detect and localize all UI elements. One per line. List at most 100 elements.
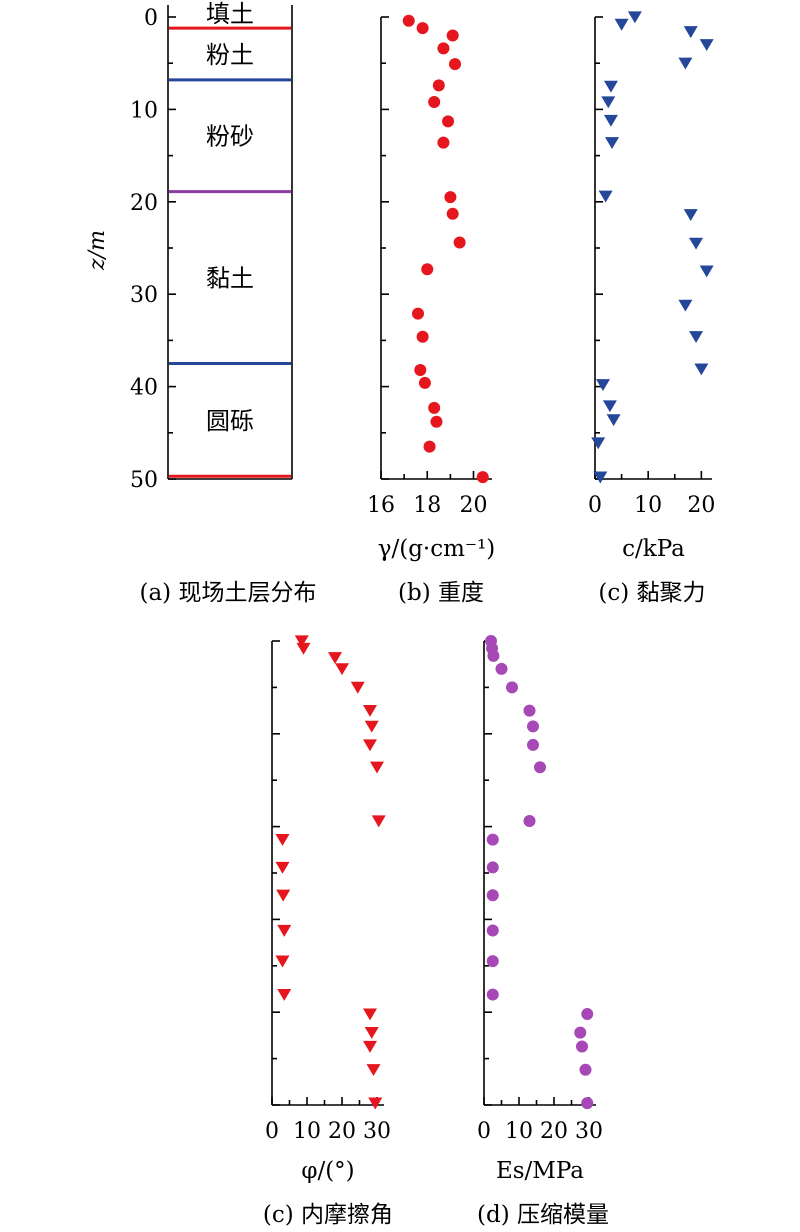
data-point <box>294 635 309 648</box>
data-point <box>275 861 290 874</box>
data-point <box>574 1026 587 1039</box>
data-point <box>446 207 459 220</box>
data-point <box>446 29 459 42</box>
data-point <box>527 720 539 733</box>
data-point <box>444 191 457 204</box>
data-point <box>486 924 499 937</box>
layer-name: 填土 <box>206 0 254 28</box>
data-point <box>416 22 429 35</box>
x-tick-label: 10 <box>505 1119 533 1144</box>
data-point <box>423 440 436 453</box>
data-point <box>595 379 610 392</box>
data-point <box>418 376 431 389</box>
x-tick-label: 18 <box>413 493 441 518</box>
layer-name: 粉砂 <box>206 123 254 151</box>
x-axis-label: φ/(°) <box>301 1158 354 1184</box>
data-point <box>486 833 499 846</box>
panel-caption: (d) 压缩模量 <box>477 1202 609 1228</box>
data-point <box>442 115 455 128</box>
data-point <box>523 704 536 717</box>
data-point <box>527 738 539 751</box>
data-point <box>699 265 714 278</box>
data-point <box>277 988 292 1001</box>
data-point <box>430 415 443 428</box>
data-point <box>603 114 618 127</box>
data-point <box>437 136 450 149</box>
data-point <box>627 11 642 24</box>
y-tick-label: 40 <box>130 376 158 401</box>
data-point <box>366 1064 381 1077</box>
data-point <box>449 58 461 71</box>
x-tick-label: 16 <box>367 493 395 518</box>
layer-name: 粉土 <box>206 41 254 69</box>
data-point <box>412 307 424 320</box>
data-point <box>581 1008 594 1021</box>
data-point <box>421 263 434 276</box>
data-point <box>453 236 466 249</box>
data-point <box>363 1040 377 1053</box>
x-tick-label: 20 <box>328 1119 356 1144</box>
y-tick-label: 0 <box>144 6 158 31</box>
data-point <box>523 815 536 828</box>
data-point <box>694 363 709 376</box>
panel-b-scatter: 16 18 20 γ/(g·cm⁻¹) (b) 重度 <box>367 14 495 606</box>
x-tick-label: 0 <box>477 1119 491 1144</box>
data-point <box>683 209 698 222</box>
data-point <box>683 26 698 39</box>
data-point <box>402 14 415 27</box>
data-point <box>428 96 441 109</box>
data-point <box>689 237 704 250</box>
data-point <box>275 833 290 846</box>
panel-c2-scatter: 0 10 20 30 φ/(°) (c) 内摩擦角 <box>263 635 393 1228</box>
data-point <box>363 739 377 752</box>
data-point <box>428 401 441 414</box>
layer-name: 黏土 <box>206 265 254 293</box>
data-point <box>486 955 499 968</box>
data-point <box>581 1097 594 1110</box>
y-tick-label: 20 <box>130 191 158 216</box>
data-point <box>275 955 290 968</box>
data-point <box>601 96 616 109</box>
data-point <box>277 924 292 937</box>
data-point <box>591 437 606 450</box>
layer-name: 圆砾 <box>206 407 254 435</box>
panel-d-scatter: 0 10 20 30 Es/MPa (d) 压缩模量 <box>477 635 609 1228</box>
data-point <box>363 1008 377 1021</box>
data-point <box>678 57 693 70</box>
data-point <box>487 649 500 662</box>
data-point <box>486 889 499 902</box>
data-point <box>598 190 613 203</box>
panel-caption: (a) 现场土层分布 <box>140 580 317 606</box>
data-point <box>371 815 386 828</box>
panel-caption: (c) 内摩擦角 <box>263 1202 393 1228</box>
data-point <box>486 861 499 874</box>
y-axis-label: z/m <box>85 230 110 271</box>
x-tick-label: 0 <box>265 1119 279 1144</box>
x-tick-label: 20 <box>460 493 488 518</box>
data-point <box>603 80 618 93</box>
data-point <box>328 652 342 665</box>
data-point <box>476 471 489 484</box>
panel-caption: (c) 黏聚力 <box>598 580 705 606</box>
x-axis-label: c/kPa <box>622 536 685 562</box>
data-point <box>414 363 427 376</box>
data-point <box>364 720 379 733</box>
data-point <box>614 18 629 31</box>
x-tick-label: 20 <box>687 493 715 518</box>
y-tick-label: 10 <box>130 98 158 123</box>
x-tick-label: 10 <box>293 1119 321 1144</box>
y-tick-label: 50 <box>130 468 158 493</box>
data-point <box>335 663 349 676</box>
panel-caption: (b) 重度 <box>398 580 484 606</box>
data-point <box>437 42 450 55</box>
data-point <box>370 761 384 774</box>
data-point <box>363 705 377 717</box>
data-point <box>486 988 499 1001</box>
data-point <box>368 1097 383 1110</box>
data-point <box>534 761 546 774</box>
x-tick-label: 10 <box>634 493 662 518</box>
x-tick-label: 30 <box>575 1119 603 1144</box>
data-point <box>350 681 365 694</box>
